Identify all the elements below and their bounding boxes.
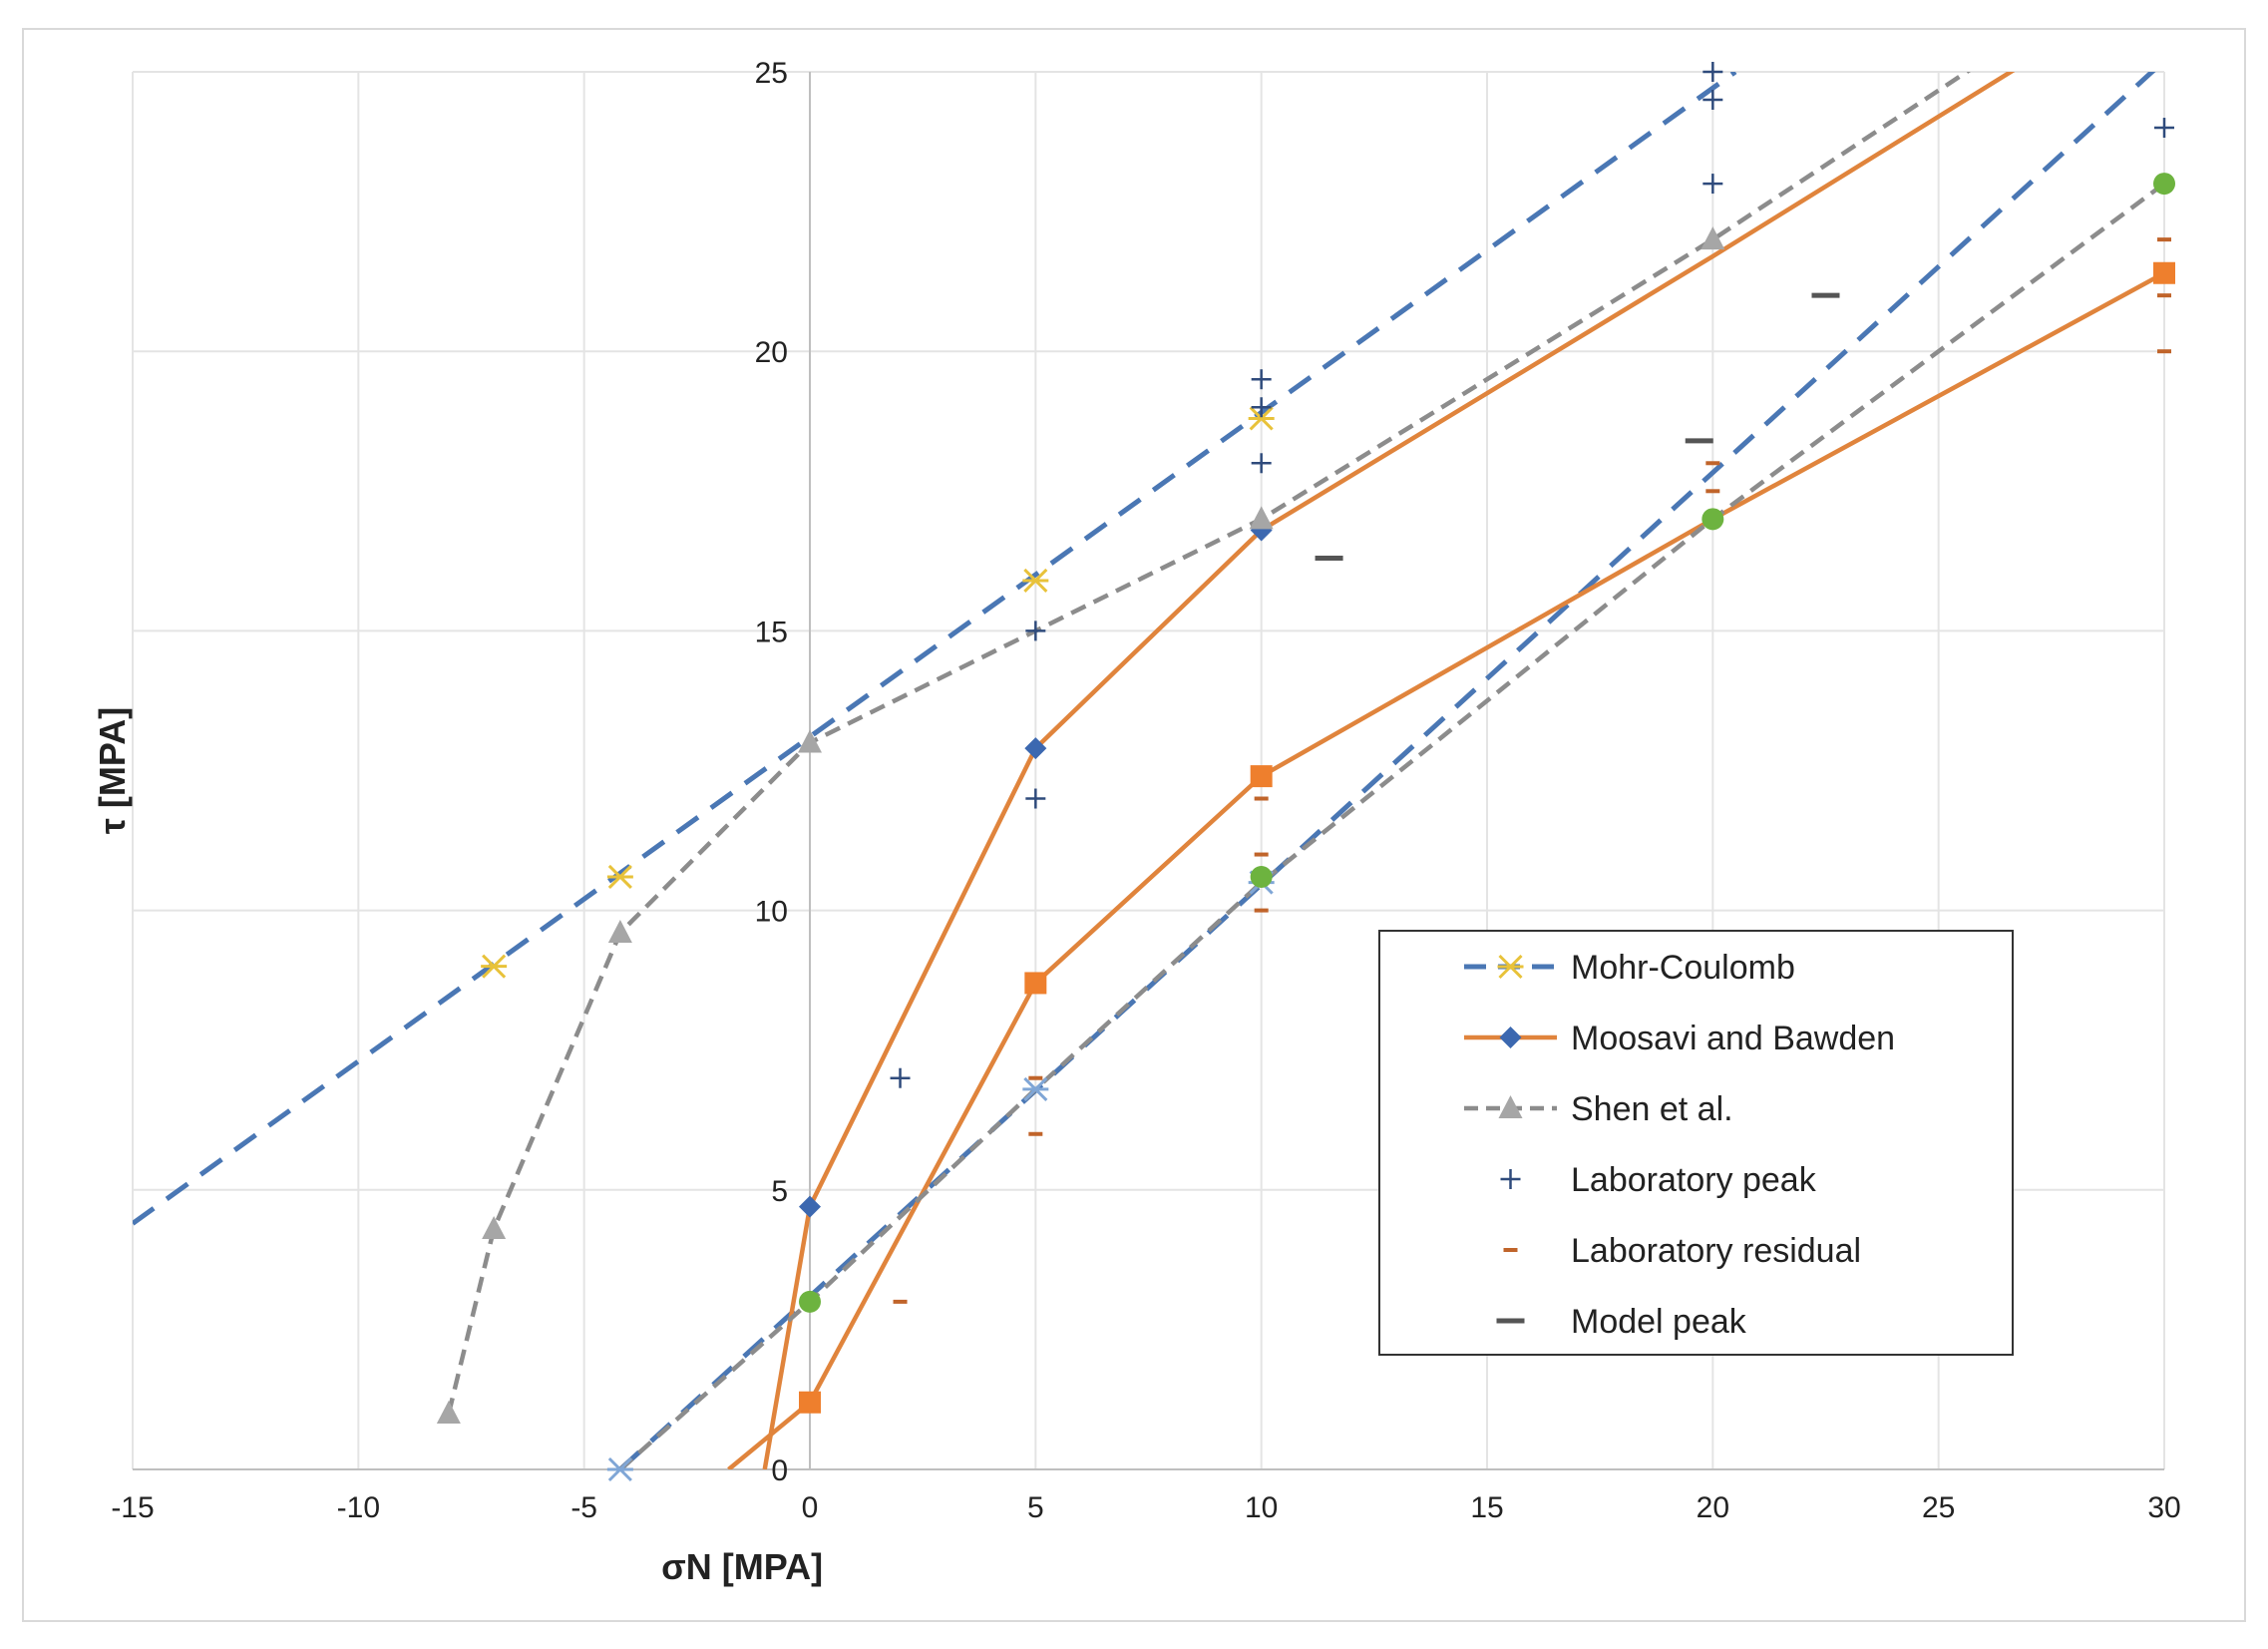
laboratory-peak-point — [1025, 620, 1046, 641]
legend-marker — [1497, 954, 1524, 980]
x-tick-label: 10 — [1245, 1491, 1278, 1524]
shen-line — [618, 182, 2164, 1469]
mohr-coulomb-line — [133, 72, 1737, 1226]
moosavi-bawden-marker-blue — [1024, 737, 1047, 760]
series-markers — [436, 62, 2175, 1482]
legend-label: Moosavi and Bawden — [1571, 1020, 1895, 1057]
laboratory-peak-point — [1025, 788, 1046, 809]
legend-label: Laboratory residual — [1571, 1232, 1861, 1270]
legend-item: Laboratory peak — [1500, 1161, 1817, 1199]
mohr-coulomb-line — [618, 72, 2156, 1469]
y-tick-label: 20 — [755, 336, 788, 369]
laboratory-peak-point — [2154, 118, 2174, 139]
mohr-coulomb-marker — [1022, 568, 1049, 594]
legend-box — [1378, 930, 2014, 1356]
mohr-coulomb-marker — [481, 954, 508, 979]
x-tick-label: 25 — [1922, 1491, 1955, 1524]
moosavi-bawden-marker-green — [1701, 508, 1724, 531]
laboratory-peak-point — [1702, 62, 1723, 82]
laboratory-peak-point — [1251, 369, 1272, 390]
mohr-coulomb-marker — [1022, 1076, 1049, 1101]
moosavi-bawden-line — [727, 270, 2164, 1469]
y-tick-label: 10 — [755, 896, 788, 929]
laboratory-peak-point — [1702, 90, 1723, 111]
legend-label: Model peak — [1571, 1303, 1747, 1341]
laboratory-peak-point — [1702, 174, 1723, 195]
x-tick-label: 20 — [1697, 1491, 1729, 1524]
y-tick-label: 5 — [771, 1175, 788, 1208]
moosavi-bawden-marker-green — [799, 1290, 821, 1313]
axes — [133, 72, 2164, 1470]
moosavi-bawden-line — [762, 72, 2016, 1469]
laboratory-peak-point — [1251, 453, 1272, 474]
legend-item: Moosavi and Bawden — [1464, 1020, 1895, 1057]
legend-label: Laboratory peak — [1571, 1161, 1817, 1199]
mohr-coulomb-marker — [606, 864, 633, 890]
moosavi-bawden-marker-green — [1250, 865, 1273, 888]
x-tick-label: -5 — [570, 1491, 597, 1524]
shen-marker — [798, 729, 822, 753]
legend-item: Mohr-Coulomb — [1464, 949, 1795, 987]
mohr-coulomb-marker — [1248, 406, 1275, 431]
shen-marker — [436, 1400, 461, 1424]
legend-label: Mohr-Coulomb — [1571, 949, 1795, 987]
y-tick-label: 15 — [755, 616, 788, 648]
legend-item: Model peak — [1496, 1303, 1747, 1341]
shen-marker — [482, 1216, 507, 1240]
x-axis-label: σN [MPA] — [661, 1546, 823, 1587]
legend-marker — [1499, 1027, 1522, 1048]
moosavi-bawden-marker-orange — [799, 1391, 821, 1414]
shen-marker — [1249, 506, 1274, 530]
legend-marker — [1498, 1095, 1523, 1118]
x-tick-label: 5 — [1027, 1491, 1044, 1524]
mohr-coulomb-marker — [606, 1456, 633, 1482]
moosavi-bawden-marker-green — [2153, 173, 2175, 196]
legend-label: Shen et al. — [1571, 1090, 1733, 1128]
tick-labels: -15 -10 -5 0 5 10 15 20 25 30 0 5 10 15 20 25 — [111, 57, 2180, 1524]
y-tick-label: 0 — [771, 1454, 788, 1487]
shen-marker — [607, 920, 632, 944]
x-tick-label: -10 — [337, 1491, 380, 1524]
x-tick-label: 15 — [1470, 1491, 1503, 1524]
y-tick-label: 25 — [755, 57, 788, 90]
moosavi-bawden-marker-orange — [1024, 972, 1047, 995]
legend-item: Laboratory residual — [1503, 1232, 1861, 1270]
legend: Mohr-Coulomb Moosavi and Bawden Shen et al… — [1378, 930, 2014, 1356]
laboratory-peak-point — [890, 1067, 911, 1088]
moosavi-bawden-marker-blue — [799, 1195, 821, 1218]
x-tick-label: 0 — [802, 1491, 819, 1524]
legend-marker — [1500, 1169, 1521, 1189]
y-axis-label: τ [MPA] — [92, 707, 133, 834]
legend-item: Shen et al. — [1464, 1090, 1733, 1128]
x-tick-label: 30 — [2147, 1491, 2180, 1524]
chart-frame — [22, 28, 2246, 1622]
shen-marker — [1701, 226, 1725, 250]
moosavi-bawden-marker-orange — [1250, 765, 1273, 788]
x-tick-label: -15 — [111, 1491, 154, 1524]
laboratory-peak-point — [1251, 397, 1272, 418]
moosavi-bawden-marker-orange — [2153, 261, 2175, 284]
